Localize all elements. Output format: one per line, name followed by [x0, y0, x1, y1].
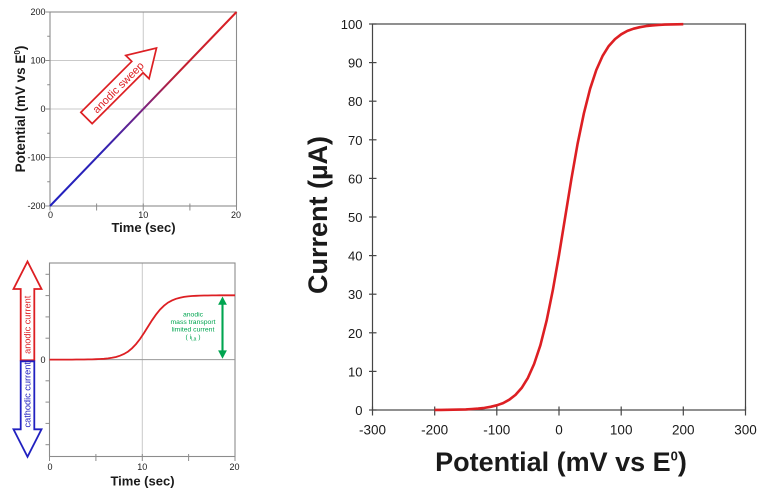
svg-text:100: 100	[30, 56, 45, 66]
svg-text:60: 60	[348, 171, 362, 186]
svg-text:-300: -300	[359, 423, 386, 438]
svg-text:-200: -200	[27, 201, 45, 211]
svg-text:Potential (mV vs E0): Potential (mV vs E0)	[13, 46, 28, 173]
svg-text:100: 100	[341, 17, 363, 32]
svg-text:0: 0	[555, 423, 563, 438]
svg-text:50: 50	[348, 210, 362, 225]
svg-text:anodic sweep: anodic sweep	[91, 60, 147, 116]
svg-text:-100: -100	[27, 153, 45, 163]
svg-text:40: 40	[348, 249, 362, 264]
svg-text:Potential (mV vs E0): Potential (mV vs E0)	[435, 447, 687, 477]
svg-text:20: 20	[229, 462, 239, 472]
svg-text:80: 80	[348, 94, 362, 109]
svg-text:300: 300	[734, 423, 757, 438]
svg-text:20: 20	[348, 326, 362, 341]
svg-text:90: 90	[348, 56, 362, 71]
svg-text:10: 10	[138, 210, 148, 220]
svg-text:mass transport: mass transport	[171, 319, 216, 326]
svg-text:30: 30	[348, 287, 362, 302]
svg-text:200: 200	[672, 423, 695, 438]
svg-text:100: 100	[610, 423, 633, 438]
svg-text:0: 0	[47, 462, 52, 472]
svg-text:-100: -100	[483, 423, 510, 438]
svg-text:-200: -200	[421, 423, 448, 438]
svg-text:( il,a ): ( il,a )	[185, 334, 200, 343]
svg-text:anodic current: anodic current	[23, 295, 33, 354]
svg-text:0: 0	[355, 403, 362, 418]
svg-text:anodic: anodic	[183, 312, 204, 319]
svg-text:cathodic current: cathodic current	[23, 362, 33, 428]
svg-text:limited current: limited current	[172, 327, 215, 334]
svg-text:0: 0	[40, 355, 45, 365]
svg-text:Time (sec): Time (sec)	[110, 474, 174, 489]
svg-text:10: 10	[137, 462, 147, 472]
svg-text:Time (sec): Time (sec)	[111, 220, 175, 235]
svg-text:0: 0	[40, 104, 45, 114]
svg-text:70: 70	[348, 133, 362, 148]
svg-text:0: 0	[48, 210, 53, 220]
svg-text:10: 10	[348, 364, 362, 379]
svg-text:20: 20	[231, 210, 241, 220]
svg-text:Current (µA): Current (µA)	[303, 136, 333, 294]
svg-text:200: 200	[30, 7, 45, 17]
